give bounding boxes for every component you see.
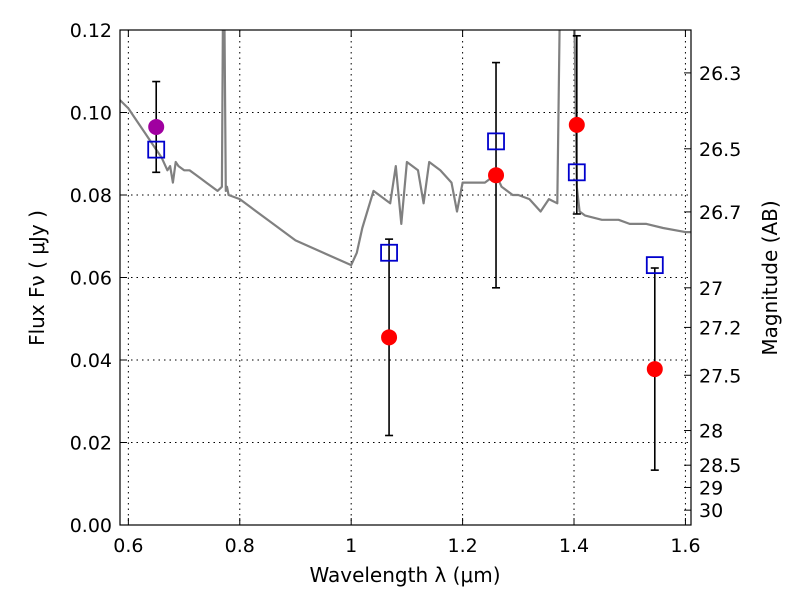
y-axis-label: Flux Fν ( μJy ) [25,210,49,346]
magnitude-tick-label: 30 [699,500,723,522]
observed-point [148,118,165,135]
x-tick-label: 0.6 [113,535,143,557]
grid-lines [120,29,691,526]
magnitude-tick-label: 28 [699,421,723,443]
y-tick-label: 0.06 [70,268,112,290]
y-tick-label: 0.02 [70,433,112,455]
plot-area [120,30,691,525]
x-axis-label: Wavelength λ (μm) [309,563,500,587]
magnitude-tick-label: 27.5 [699,365,741,387]
model-sed-line [120,30,691,267]
observed-point [488,167,505,184]
x-tick-label: 1 [345,535,357,557]
magnitude-tick-label: 26.7 [699,202,741,224]
y-tick-label: 0.00 [70,515,112,537]
x-tick-label: 1.6 [670,535,700,557]
model-photometry-point [645,256,664,275]
magnitude-tick-label: 27 [699,278,723,300]
x-tick-label: 1.4 [559,535,589,557]
x-axis-ticks: 0.6 0.8 1 1.2 1.4 1.6 [113,30,701,557]
model-photometry-point [567,163,586,182]
y-tick-label: 0.08 [70,185,112,207]
magnitude-tick-label: 26.5 [699,139,741,161]
magnitude-tick-label: 27.2 [699,317,741,339]
observed-points [148,116,663,378]
magnitude-tick-label: 28.5 [699,455,741,477]
model-photometry-point [487,132,505,151]
magnitude-axis-label: Magnitude (AB) [758,200,782,355]
observed-point [568,116,585,133]
x-tick-label: 1.2 [447,535,477,557]
model-photometry-points [147,132,664,275]
model-photometry-point [380,243,398,262]
y-tick-label: 0.12 [70,20,112,42]
observed-point [381,329,398,346]
observed-point [646,361,663,378]
y-tick-label: 0.10 [70,103,112,125]
magnitude-tick-label: 29 [699,477,723,499]
model-photometry-point [147,140,166,159]
magnitude-tick-label: 26.3 [699,63,741,85]
y-axis-ticks: 0.00 0.02 0.04 0.06 0.08 0.10 0.12 [70,20,127,537]
x-tick-label: 0.8 [225,535,255,557]
y-tick-label: 0.04 [70,350,112,372]
